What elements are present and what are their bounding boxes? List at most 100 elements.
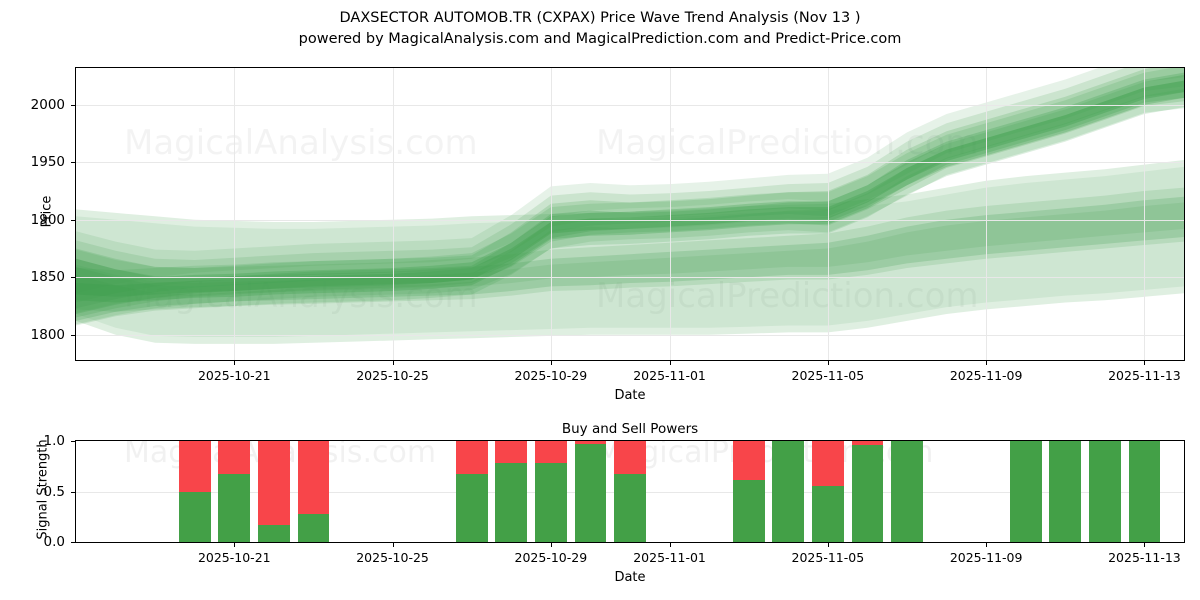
power-bar[interactable] bbox=[297, 441, 330, 542]
price-gridline-v bbox=[550, 68, 552, 360]
power-bar[interactable] bbox=[812, 441, 844, 542]
power-bar[interactable] bbox=[772, 441, 805, 542]
power-y-tick-label: 0.5 bbox=[43, 483, 65, 500]
price-wave-plot: MagicalAnalysis.com MagicalPrediction.co… bbox=[75, 67, 1185, 361]
power-y-tickmark bbox=[71, 441, 75, 442]
price-x-tickmark bbox=[550, 361, 552, 365]
power-bar[interactable] bbox=[495, 441, 528, 542]
price-y-tickmark bbox=[71, 104, 75, 106]
power-bar[interactable] bbox=[455, 441, 488, 542]
price-gridline-v bbox=[669, 68, 671, 360]
buy-sell-powers-plot: MagicalAnalysis.com MagicalPrediction.co… bbox=[75, 440, 1185, 543]
buy-power-segment bbox=[851, 445, 884, 542]
power-bar[interactable] bbox=[574, 441, 607, 542]
power-bar[interactable] bbox=[851, 441, 884, 542]
buy-power-segment bbox=[178, 491, 211, 542]
price-gridline-v bbox=[986, 68, 988, 360]
sell-power-segment bbox=[851, 441, 884, 446]
sell-power-segment bbox=[297, 441, 330, 514]
sell-power-segment bbox=[178, 441, 211, 492]
price-gridline-h bbox=[76, 277, 1184, 279]
price-gridline-v bbox=[234, 68, 236, 360]
power-x-tickmark bbox=[1144, 543, 1146, 547]
power-x-tickmark bbox=[669, 543, 671, 547]
sell-power-segment bbox=[218, 441, 251, 475]
sell-power-segment bbox=[495, 441, 528, 464]
buy-power-segment bbox=[1128, 441, 1161, 542]
price-x-tickmark bbox=[1144, 361, 1146, 365]
power-x-tick-label: 2025-10-29 bbox=[514, 550, 588, 565]
wave-band bbox=[76, 68, 1184, 294]
price-y-tick-label: 1900 bbox=[30, 211, 65, 228]
buy-power-segment bbox=[495, 463, 528, 542]
power-x-axis-label: Date bbox=[614, 570, 646, 585]
buy-power-segment bbox=[1089, 441, 1121, 542]
power-bar[interactable] bbox=[218, 441, 251, 542]
chart-title-block: DAXSECTOR AUTOMOB.TR (CXPAX) Price Wave … bbox=[0, 8, 1200, 50]
wave-band bbox=[76, 72, 1184, 314]
power-bar[interactable] bbox=[535, 441, 567, 542]
power-y-tickmark bbox=[71, 542, 75, 543]
page-subtitle: powered by MagicalAnalysis.com and Magic… bbox=[298, 31, 902, 47]
price-y-tickmark bbox=[71, 162, 75, 164]
power-x-tick-label: 2025-10-21 bbox=[197, 550, 271, 565]
power-bar[interactable] bbox=[1049, 441, 1082, 542]
power-chart-title: Buy and Sell Powers bbox=[561, 421, 699, 437]
sell-power-segment bbox=[455, 441, 488, 475]
power-x-tickmark bbox=[986, 543, 988, 547]
sell-power-segment bbox=[258, 441, 290, 525]
buy-power-segment bbox=[297, 513, 330, 542]
price-x-tick-label: 2025-11-01 bbox=[633, 368, 706, 383]
power-x-tickmark bbox=[234, 543, 236, 547]
buy-power-segment bbox=[1049, 441, 1082, 542]
power-bar[interactable] bbox=[178, 441, 211, 542]
wave-band bbox=[76, 187, 1184, 326]
price-y-tickmark bbox=[71, 334, 75, 336]
buy-power-segment bbox=[535, 463, 567, 542]
power-bar[interactable] bbox=[258, 441, 290, 542]
power-bar[interactable] bbox=[1089, 441, 1121, 542]
power-bar[interactable] bbox=[891, 441, 923, 542]
wave-band bbox=[76, 68, 1184, 303]
wave-band bbox=[76, 68, 1184, 312]
buy-power-segment bbox=[614, 474, 646, 542]
price-x-tickmark bbox=[234, 361, 236, 365]
power-bar[interactable] bbox=[732, 441, 765, 542]
price-x-tickmark bbox=[669, 361, 671, 365]
buy-power-segment bbox=[574, 444, 607, 542]
buy-power-segment bbox=[772, 441, 805, 542]
power-y-tick-label: 0.0 bbox=[43, 534, 65, 550]
power-bar[interactable] bbox=[1128, 441, 1161, 542]
power-x-tick-label: 2025-10-25 bbox=[356, 550, 429, 565]
price-y-tickmark bbox=[71, 277, 75, 279]
buy-power-segment bbox=[732, 480, 765, 542]
price-x-tick-label: 2025-11-09 bbox=[949, 368, 1023, 383]
sell-power-segment bbox=[535, 441, 567, 464]
price-x-tickmark bbox=[827, 361, 829, 365]
buy-power-segment bbox=[1009, 441, 1042, 542]
power-bar[interactable] bbox=[1009, 441, 1042, 542]
price-wave-bands bbox=[76, 68, 1184, 344]
wave-band bbox=[76, 68, 1184, 318]
power-x-tick-label: 2025-11-05 bbox=[791, 550, 865, 565]
price-x-tick-label: 2025-11-05 bbox=[791, 368, 865, 383]
price-gridline-v bbox=[1144, 68, 1146, 360]
price-x-tick-label: 2025-10-21 bbox=[197, 368, 271, 383]
price-y-tick-label: 1950 bbox=[30, 154, 65, 171]
price-gridline-h bbox=[76, 219, 1184, 221]
price-y-tick-label: 1800 bbox=[30, 326, 65, 343]
wave-band bbox=[76, 196, 1184, 321]
price-x-tick-label: 2025-10-25 bbox=[356, 368, 429, 383]
wave-band bbox=[76, 88, 1184, 325]
buy-power-segment bbox=[218, 474, 251, 542]
buy-power-segment bbox=[258, 524, 290, 542]
page-title: DAXSECTOR AUTOMOB.TR (CXPAX) Price Wave … bbox=[339, 10, 861, 26]
power-x-tickmark bbox=[827, 543, 829, 547]
power-y-tick-label: 1.0 bbox=[43, 433, 65, 449]
price-gridline-h bbox=[76, 334, 1184, 336]
sell-power-segment bbox=[812, 441, 844, 487]
sell-power-segment bbox=[614, 441, 646, 475]
power-bar[interactable] bbox=[614, 441, 646, 542]
price-gridline-h bbox=[76, 162, 1184, 164]
